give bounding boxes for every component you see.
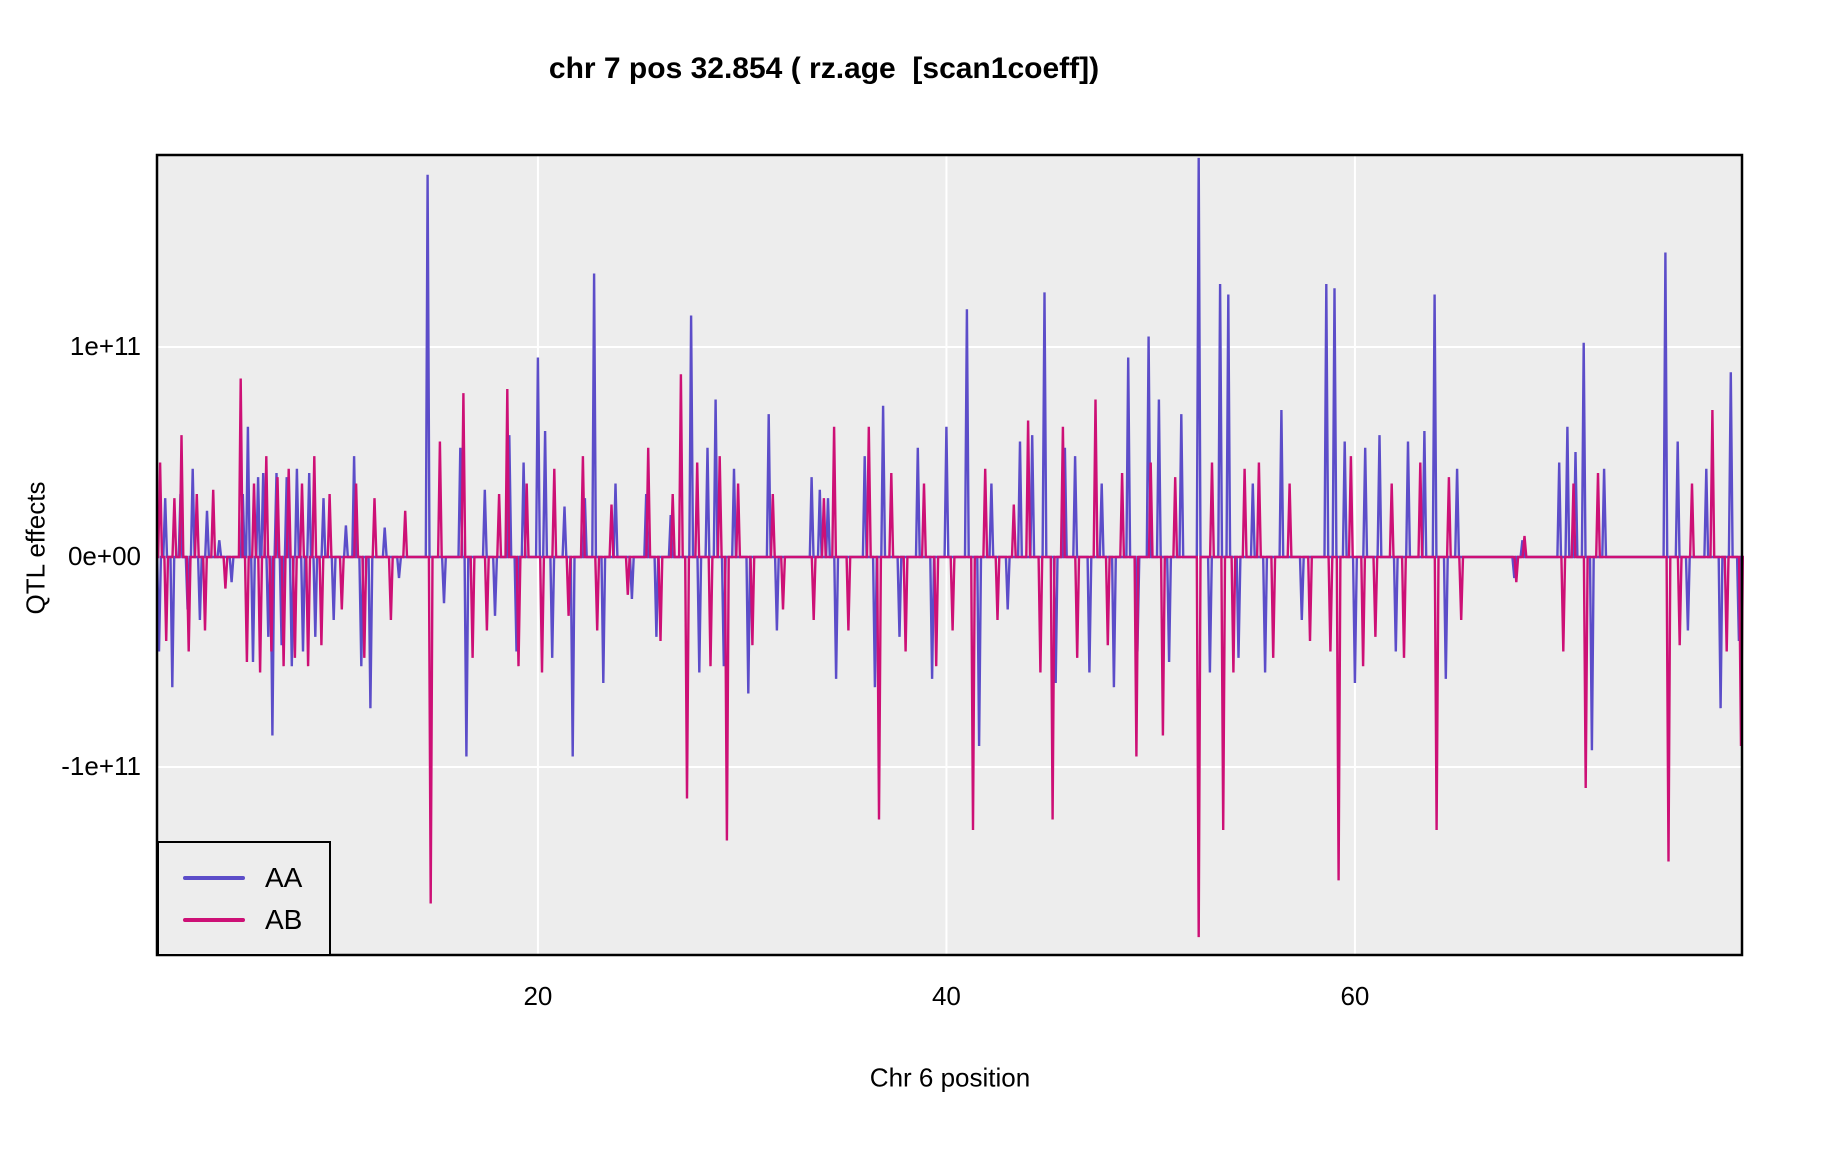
panel-border (155, 153, 1744, 957)
legend-line-swatch (183, 917, 245, 922)
x-axis-title: Chr 6 position (869, 1062, 1031, 1093)
y-tick-label: -1e+11 (61, 750, 141, 781)
legend-entry: AB (183, 903, 329, 935)
x-tick-label: 40 (931, 981, 961, 1011)
x-tick-label: 20 (523, 981, 553, 1011)
legend: AA AB (157, 841, 331, 956)
y-tick-label: 0e+00 (67, 540, 141, 571)
x-tick-label: 60 (1340, 981, 1370, 1011)
legend-label: AA (265, 861, 303, 893)
y-axis-title: QTL effects (20, 481, 51, 615)
y-tick-label: 1e+11 (69, 330, 141, 361)
plot-panel (157, 155, 1742, 955)
series-ab-line (157, 374, 1745, 938)
chart-title: chr 7 pos 32.854 ( rz.age [scan1coeff]) (548, 52, 1100, 85)
legend-label: AB (265, 903, 303, 935)
legend-line-swatch (183, 875, 245, 880)
legend-entry: AA (183, 861, 329, 893)
